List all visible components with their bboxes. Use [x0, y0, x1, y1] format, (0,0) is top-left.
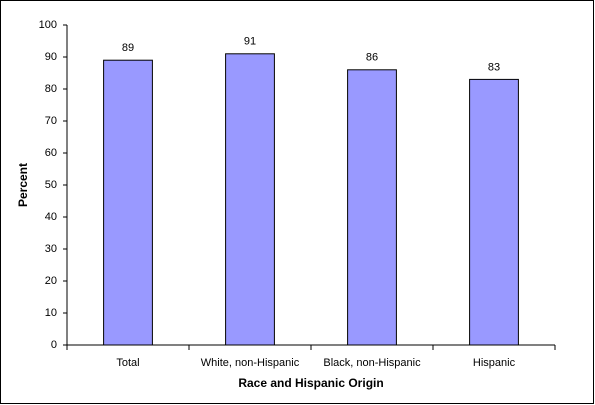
y-tick-label: 90	[45, 51, 57, 63]
x-axis-title: Race and Hispanic Origin	[238, 376, 383, 390]
y-tick-label: 70	[45, 115, 57, 127]
y-tick-label: 10	[45, 307, 57, 319]
y-tick-label: 0	[51, 339, 57, 351]
y-tick-label: 80	[45, 83, 57, 95]
y-tick-label: 60	[45, 147, 57, 159]
x-tick-label: White, non-Hispanic	[201, 357, 300, 369]
bar	[225, 53, 275, 346]
y-tick-label: 50	[45, 179, 57, 191]
y-tick-label: 100	[39, 19, 57, 31]
x-tick-label: Total	[116, 357, 139, 369]
bar	[103, 59, 153, 346]
y-tick-label: 20	[45, 275, 57, 287]
data-label: 89	[122, 42, 134, 54]
data-label: 91	[244, 36, 256, 48]
data-label: 83	[488, 61, 500, 73]
x-tick-label: Hispanic	[473, 357, 516, 369]
y-tick-label: 30	[45, 243, 57, 255]
y-axis-title: Percent	[16, 163, 30, 207]
bar	[469, 78, 519, 346]
data-label: 86	[366, 52, 378, 64]
y-tick-label: 40	[45, 211, 57, 223]
x-tick-label: Black, non-Hispanic	[323, 357, 421, 369]
bar	[347, 69, 397, 346]
